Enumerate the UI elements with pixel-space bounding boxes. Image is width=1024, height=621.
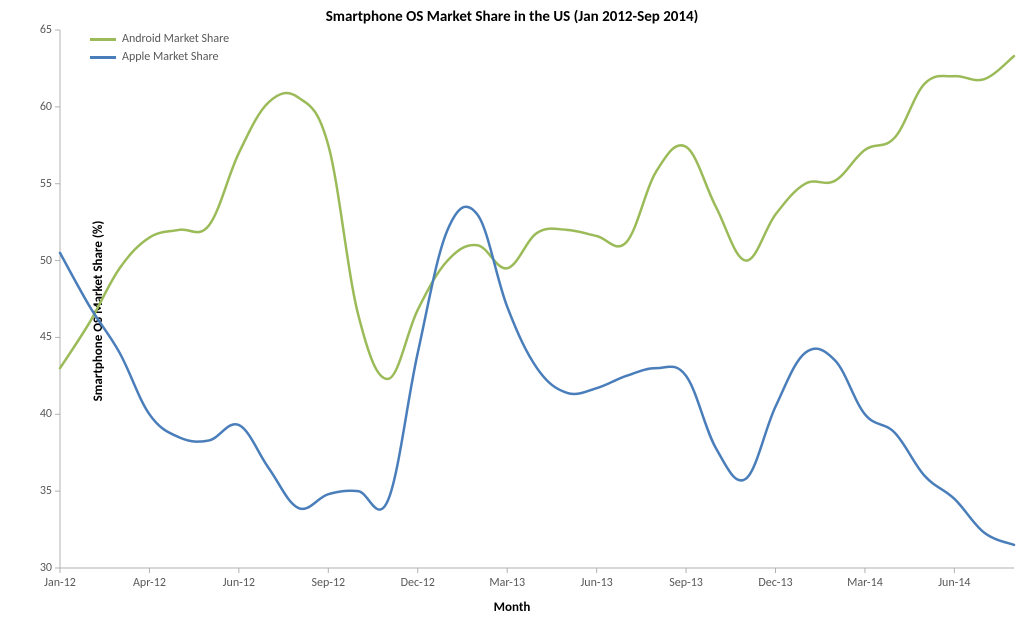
y-tick-label: 30: [40, 561, 52, 575]
legend-label: Android Market Share: [122, 32, 229, 46]
x-tick-label: Jan-12: [44, 576, 76, 590]
y-tick-label: 45: [40, 330, 52, 344]
x-tick-label: Sep-13: [669, 576, 703, 590]
x-tick-label: Dec-12: [401, 576, 435, 590]
series-line: [60, 207, 1014, 545]
legend-item: Apple Market Share: [90, 50, 229, 64]
y-tick-label: 65: [40, 23, 52, 37]
x-tick-label: Jun-12: [223, 576, 255, 590]
legend-swatch: [90, 38, 116, 41]
x-tick-label: Dec-13: [758, 576, 792, 590]
chart-legend: Android Market Share Apple Market Share: [90, 32, 229, 68]
chart-plot-area: [0, 0, 1024, 621]
chart-container: Smartphone OS Market Share in the US (Ja…: [0, 0, 1024, 621]
x-tick-label: Apr-12: [133, 576, 166, 590]
x-tick-label: Mar-14: [847, 576, 883, 590]
y-tick-label: 55: [40, 177, 52, 191]
legend-label: Apple Market Share: [122, 50, 218, 64]
x-tick-label: Sep-12: [311, 576, 345, 590]
y-tick-label: 40: [40, 407, 52, 421]
legend-item: Android Market Share: [90, 32, 229, 46]
y-tick-label: 35: [40, 484, 52, 498]
x-tick-label: Mar-13: [489, 576, 525, 590]
legend-swatch: [90, 56, 116, 59]
y-tick-label: 50: [40, 254, 52, 268]
x-tick-label: Jun-13: [580, 576, 612, 590]
y-tick-label: 60: [40, 100, 52, 114]
series-line: [60, 56, 1014, 379]
x-tick-label: Jun-14: [938, 576, 970, 590]
